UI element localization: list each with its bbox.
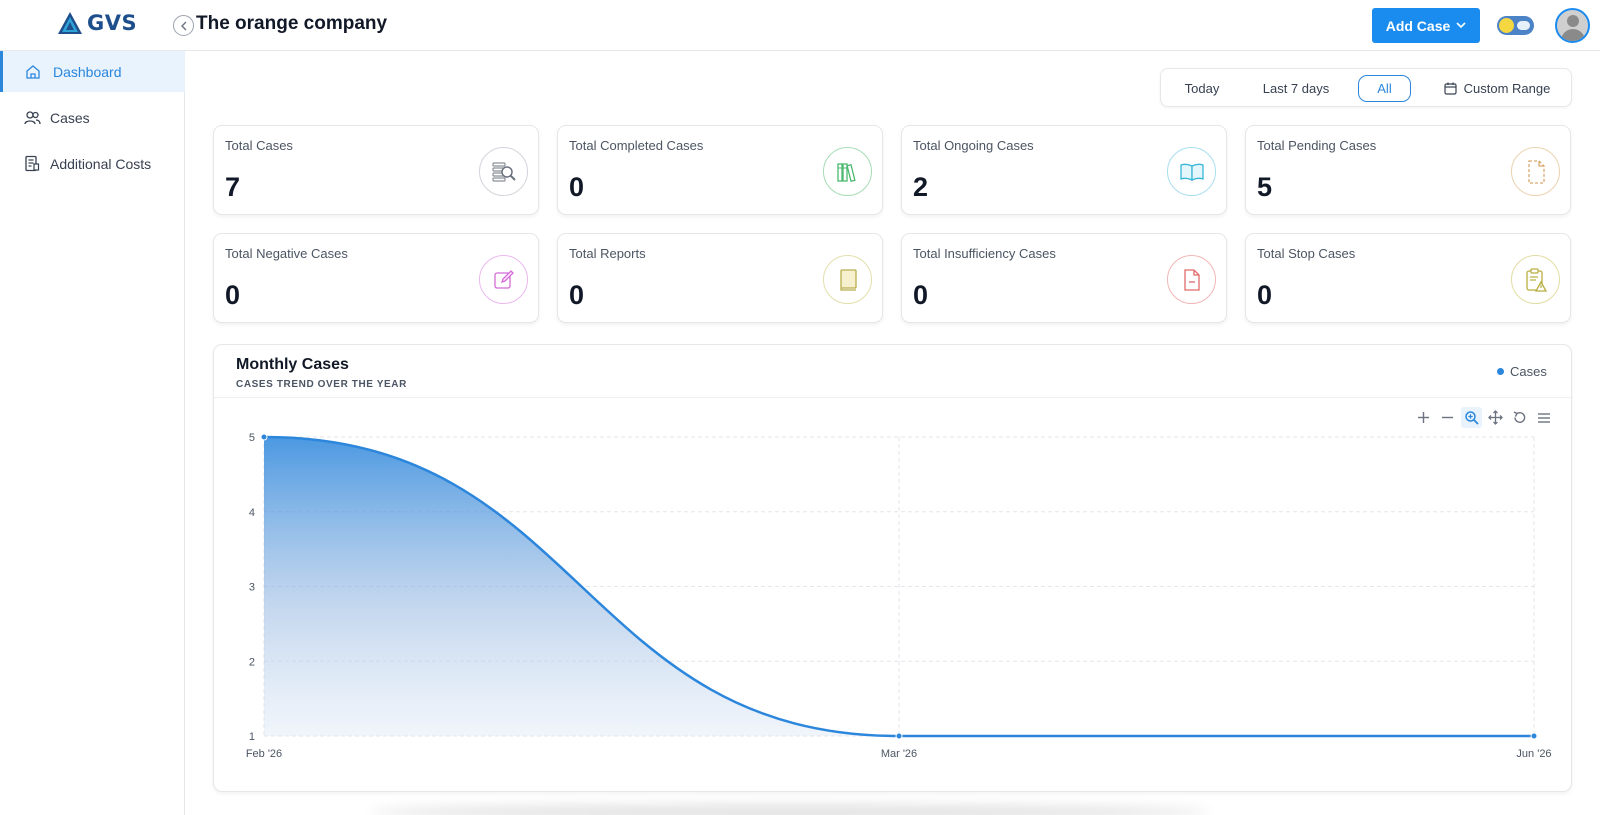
sidebar-item-label: Additional Costs: [50, 155, 152, 172]
stat-value: 5: [1257, 172, 1273, 202]
home-icon: [24, 63, 42, 81]
stat-label: Total Negative Cases: [225, 246, 348, 261]
sidebar-item-dashboard[interactable]: Dashboard: [0, 51, 185, 92]
sidebar-item-label: Cases: [50, 109, 90, 126]
chart-legend[interactable]: Cases: [1497, 364, 1547, 379]
add-case-button[interactable]: Add Case: [1372, 8, 1480, 43]
monthly-cases-chart-card: Monthly Cases CASES TREND OVER THE YEAR …: [213, 344, 1572, 792]
range-today-button[interactable]: Today: [1184, 81, 1220, 96]
data-point: [1530, 732, 1538, 740]
bottom-shadow: [370, 805, 1210, 815]
reset-icon[interactable]: [1509, 407, 1530, 428]
x-tick-label: Jun '26: [1516, 748, 1551, 760]
theme-toggle[interactable]: [1497, 16, 1534, 35]
pan-icon[interactable]: [1485, 407, 1506, 428]
file-minus-icon: [1167, 255, 1216, 304]
stat-value: 7: [225, 172, 241, 202]
y-tick-label: 2: [249, 656, 255, 668]
stat-label: Total Insufficiency Cases: [913, 246, 1056, 261]
selection-zoom-icon[interactable]: [1461, 407, 1482, 428]
y-tick-label: 1: [249, 731, 255, 743]
zoom-in-icon[interactable]: [1413, 407, 1434, 428]
monthly-cases-chart[interactable]: 1 2 3 4 5 Feb '26 Mar '26 Jun '26: [214, 399, 1571, 789]
sun-icon: [1499, 18, 1514, 33]
stat-card-negative-cases[interactable]: Total Negative Cases 0: [213, 233, 539, 323]
menu-icon[interactable]: [1533, 407, 1554, 428]
open-book-icon: [1167, 147, 1216, 196]
sidebar-item-additional-costs[interactable]: Additional Costs: [0, 143, 185, 184]
pending-file-icon: [1511, 147, 1560, 196]
stat-card-pending-cases[interactable]: Total Pending Cases 5: [1245, 125, 1571, 215]
report-book-icon: [823, 255, 872, 304]
data-point: [895, 732, 903, 740]
zoom-out-icon[interactable]: [1437, 407, 1458, 428]
search-files-icon: [479, 147, 528, 196]
y-tick-label: 4: [249, 507, 255, 519]
range-all-button[interactable]: All: [1358, 75, 1411, 102]
x-tick-label: Feb '26: [246, 748, 282, 760]
books-icon: [823, 147, 872, 196]
avatar[interactable]: [1555, 8, 1590, 43]
stat-card-completed-cases[interactable]: Total Completed Cases 0: [557, 125, 883, 215]
sidebar-collapse-button[interactable]: [173, 15, 194, 36]
calendar-icon: [1444, 82, 1457, 95]
sidebar-item-cases[interactable]: Cases: [0, 97, 185, 138]
users-icon: [23, 109, 41, 127]
chart-header: Monthly Cases CASES TREND OVER THE YEAR …: [214, 345, 1571, 398]
range-custom-label: Custom Range: [1463, 81, 1551, 96]
data-point: [260, 433, 268, 441]
stat-label: Total Pending Cases: [1257, 138, 1377, 153]
sidebar-item-label: Dashboard: [53, 63, 122, 80]
cloud-icon: [1517, 21, 1530, 30]
stat-value: 2: [913, 172, 929, 202]
stat-label: Total Completed Cases: [569, 138, 704, 153]
stat-card-total-cases[interactable]: Total Cases 7: [213, 125, 539, 215]
logo[interactable]: GVS: [57, 11, 137, 35]
range-last7-button[interactable]: Last 7 days: [1262, 81, 1330, 96]
stat-label: Total Stop Cases: [1257, 246, 1356, 261]
y-tick-label: 3: [249, 582, 255, 594]
chevron-left-icon: [180, 21, 186, 30]
stat-value: 0: [569, 280, 585, 310]
stat-card-stop-cases[interactable]: Total Stop Cases 0: [1245, 233, 1571, 323]
stat-card-reports[interactable]: Total Reports 0: [557, 233, 883, 323]
date-range-filter: Today Last 7 days All Custom Range: [1160, 68, 1572, 107]
range-custom-button[interactable]: Custom Range: [1431, 75, 1563, 102]
stat-value: 0: [1257, 280, 1273, 310]
x-tick-label: Mar '26: [881, 748, 917, 760]
company-name: The orange company: [196, 13, 388, 34]
chart-toolbar: [1413, 407, 1554, 428]
receipt-icon: [23, 155, 41, 173]
add-case-label: Add Case: [1385, 17, 1451, 34]
legend-dot-icon: [1497, 368, 1504, 375]
clipboard-alert-icon: [1511, 255, 1560, 304]
stat-value: 0: [913, 280, 929, 310]
stat-label: Total Cases: [225, 138, 293, 153]
logo-text: GVS: [87, 11, 138, 35]
stat-label: Total Reports: [569, 246, 646, 261]
chevron-down-icon: [1456, 22, 1466, 29]
chart-title: Monthly Cases: [236, 356, 349, 373]
stat-card-insufficiency-cases[interactable]: Total Insufficiency Cases 0: [901, 233, 1227, 323]
cases-line: [263, 435, 1534, 738]
legend-label: Cases: [1510, 364, 1547, 379]
stat-card-ongoing-cases[interactable]: Total Ongoing Cases 2: [901, 125, 1227, 215]
stat-label: Total Ongoing Cases: [913, 138, 1034, 153]
edit-icon: [479, 255, 528, 304]
logo-mountain-icon: [58, 12, 82, 34]
stat-value: 0: [225, 280, 241, 310]
cases-area: [264, 437, 1534, 736]
avatar-body: [1561, 29, 1585, 41]
sidebar: Dashboard Cases Additional Costs: [0, 51, 185, 815]
y-tick-label: 5: [249, 432, 255, 444]
top-bar: GVS The orange company Add Case: [0, 0, 1600, 51]
chart-subtitle: CASES TREND OVER THE YEAR: [236, 379, 407, 390]
avatar-head: [1567, 15, 1579, 27]
stat-value: 0: [569, 172, 585, 202]
